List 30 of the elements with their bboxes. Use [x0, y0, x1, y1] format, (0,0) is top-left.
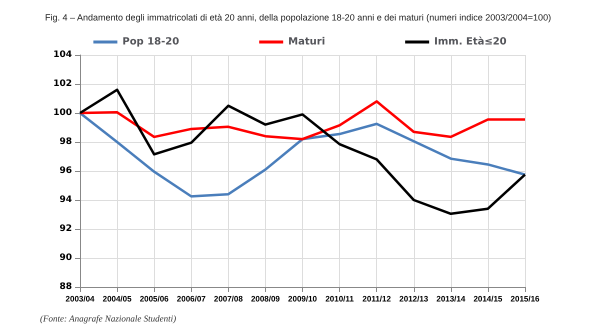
line-series [78, 100, 526, 140]
x-tick-label: 2004/05 [102, 294, 132, 304]
x-tick-label: 2011/12 [362, 294, 392, 304]
y-tick-label: 94 [59, 195, 72, 205]
legend-label: Maturi [288, 36, 326, 48]
y-tick-label: 96 [59, 166, 72, 176]
text: (Fonte: Anagrafe Nazionale Studenti) [40, 314, 176, 324]
x-tick-label: 2012/13 [399, 294, 429, 304]
y-tick-label: 98 [59, 137, 72, 147]
line-series [78, 112, 526, 198]
x-tick-label: 2007/08 [214, 294, 244, 304]
x-tick-label: 2009/10 [288, 294, 318, 304]
x-tick-label: 2014/15 [473, 294, 503, 304]
y-tick-label: 92 [59, 224, 72, 234]
x-tick-label: 2008/09 [250, 294, 280, 304]
y-tick-label: 90 [59, 253, 72, 263]
legend-label: Pop 18-20 [122, 36, 180, 48]
x-tick-label: 2013/14 [436, 294, 466, 304]
x-tick-label: 2006/07 [176, 294, 206, 304]
x-tick-label: 2003/04 [66, 294, 96, 304]
y-tick-label: 100 [53, 108, 72, 118]
x-tick-label: 2005/06 [140, 294, 170, 304]
y-tick-label: 102 [53, 79, 72, 89]
y-tick-label: 104 [53, 50, 72, 60]
y-tick-label: 88 [59, 282, 72, 292]
chart-title: Fig. 4 – Andamento degli immatricolati di età 20 anni, della popolazione 18-20 anni e dei maturi (numeri indice 2003/2004=100) [45, 12, 552, 22]
x-tick-label: 2010/11 [325, 294, 354, 304]
line-series [78, 88, 526, 216]
x-tick-label: 2015/16 [510, 294, 540, 304]
legend-label: Imm. Età≤20 [434, 36, 507, 48]
